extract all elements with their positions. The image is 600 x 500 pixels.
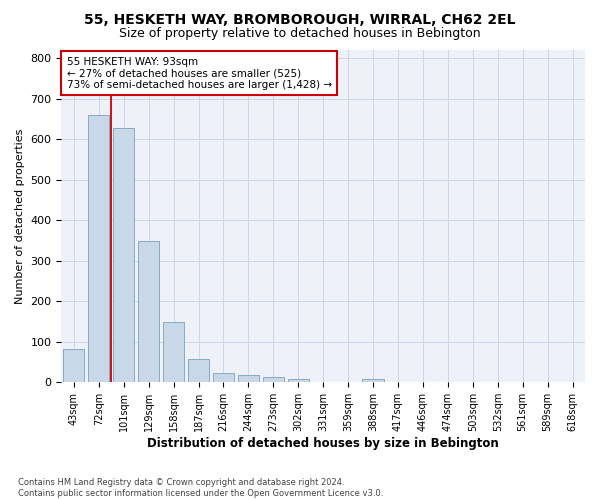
Y-axis label: Number of detached properties: Number of detached properties (15, 128, 25, 304)
Text: Contains HM Land Registry data © Crown copyright and database right 2024.
Contai: Contains HM Land Registry data © Crown c… (18, 478, 383, 498)
Bar (362, 379, 383, 382)
Text: Size of property relative to detached houses in Bebington: Size of property relative to detached ho… (119, 28, 481, 40)
Bar (213, 374, 234, 382)
Bar (138, 242, 159, 382)
Bar (263, 376, 284, 382)
Bar (63, 348, 85, 382)
X-axis label: Distribution of detached houses by size in Bebington: Distribution of detached houses by size … (148, 437, 499, 450)
Bar (113, 128, 134, 382)
Bar (238, 375, 259, 382)
Bar (188, 359, 209, 382)
Text: 55, HESKETH WAY, BROMBOROUGH, WIRRAL, CH62 2EL: 55, HESKETH WAY, BROMBOROUGH, WIRRAL, CH… (84, 12, 516, 26)
Text: 55 HESKETH WAY: 93sqm
← 27% of detached houses are smaller (525)
73% of semi-det: 55 HESKETH WAY: 93sqm ← 27% of detached … (67, 56, 332, 90)
Bar (163, 322, 184, 382)
Bar (88, 115, 109, 382)
Bar (287, 378, 309, 382)
